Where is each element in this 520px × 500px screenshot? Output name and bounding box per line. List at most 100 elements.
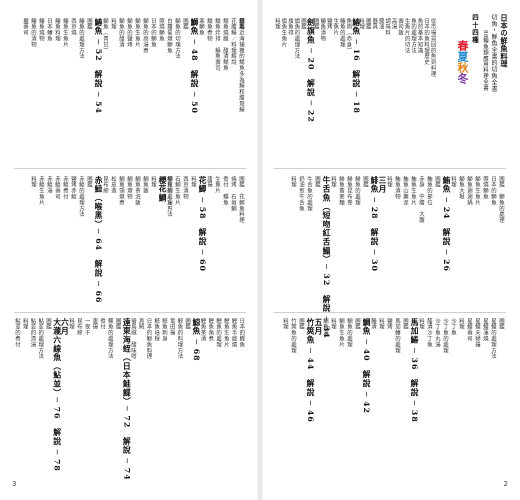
toc-subentry: 星鰻的處理方法 [490,318,496,360]
toc-entry-heading: 鰆魚 ─ 16 解說 ─ 18 [351,18,361,114]
toc-subentry: 日本的鰤魚 [490,176,496,206]
right-divider-1 [274,168,506,169]
toc-subentry: 生魚片 [332,18,339,36]
toc-subentry: 旗魚排 [286,18,293,36]
toc-entry-heading: 馬加鰆 ─ 36 解說 ─ 38 [410,318,419,423]
toc-subentry: 料理 [68,318,75,330]
toc-entry-heading: 鰤魚 ─ 48 解說 ─ 50 [190,18,199,114]
toc-subentry: 料理 [290,176,296,188]
toc-subentry: 生魚片的切法 [403,18,410,54]
toc-subentry: 燒烤 石垣鯛 [230,176,236,212]
toc-subentry: 赤鯥湯 [46,176,52,194]
toc-subentry: 料理 [458,318,464,330]
toc-subentry: 料理 [330,176,336,188]
toc-subentry: 照燒鰤魚 [482,176,488,200]
toc-subentry: 魚的處理方法 [410,18,417,54]
toc-subentry: 旗魚生魚片 [280,18,287,48]
toc-subentry: 石鯛生魚片 [174,176,180,206]
right-page-number: 2 [503,480,508,488]
toc-subentry: 西京漬物 [182,176,188,200]
toc-subentry: 生魚片 [214,176,220,194]
toc-subentry: 料理 [418,318,424,330]
toc-subentry: 旗魚的處理方法 [293,18,300,60]
toc-subentry: 從市場買回的魚到料理 [429,18,436,77]
toc-subentry: 烏賊 [137,318,144,330]
left-page: 鯖魚 圖鑑 日本近海捕獲的鯖魚多為鯖和腹斑鯖 花腹鯖／料理解說 鯖魚燒臘 醋漬鯖魚 鯖魚炸… [12,18,246,488]
toc-entry-heading: 鯨魚 ─ 68 [191,318,201,362]
toc-subentry: 鰆魚生魚片 [62,18,68,48]
toc-subentry: 料理 [150,176,156,188]
toc-subentry: 鯛魚的處理方法 [166,176,172,218]
toc-subentry: 赤鯥壽司 [54,176,60,200]
toc-subentry: 鮎並的煮付 [14,318,20,348]
toc-subentry: 鯡魚蕎麥麵 [338,176,344,206]
toc-entry-heading: 大瀧六線魚（鮎並）─ 76 解說 ─ 78 [52,318,62,472]
toc-subentry: 鰤魚大根 [458,176,464,200]
toc-subentry: 器具 [371,18,378,30]
toc-subentry: 圖鑑 [86,176,92,188]
toc-subentry: 櫻花鯛 ─ 62 [166,176,172,210]
toc-subentry: 煮付 [99,318,106,330]
toc-subentry: 花腹鯖／料理解說 [230,18,236,66]
toc-subentry: 星鰻天婦羅 [474,318,480,348]
right-band-bottom: 圖鑑 星鰻的處理方法 星鰻蒲燒 星鰻天婦羅 星鰻壽司 料理 沙丁魚 沙丁魚的處理 沙丁魚丸湯 醋漬… [274,318,506,468]
toc-subentry: 調味料 [384,18,391,36]
season-autumn: 秋 [456,62,469,73]
toc-subentry: 圖鑑 [299,18,306,30]
toc-subentry: 鯖魚燒臘 醋漬鯖魚 [222,18,228,72]
toc-subentry: 料理 [378,318,384,330]
toc-subentry: 料理 [274,18,280,30]
season-winter: 冬 [456,73,469,84]
toc-subentry: 日本的魚料理歷史 [423,18,430,66]
toc-subentry: 料理 [330,318,336,330]
toc-entry-heading: 櫻花鯛 [158,176,167,203]
toc-subentry: 鮪魚生魚片 [410,176,416,206]
toc-subentry: 料理 [21,318,28,330]
right-band-top: 從市場買回的魚到料理 日本的魚料理歷史 魚的基本知識 魚的處理方法 生魚片的切法 壽司飯高… [274,18,450,163]
toc-subentry: 鮪魚山藥泥 [402,176,408,206]
toc-subentry: 松皮造 [110,176,116,194]
toc-entry-heading: 鯛魚 ─ 40 解說 ─ 42 [362,318,371,414]
toc-subentry: 鮎並的處理方法 [37,318,44,360]
toc-subentry: 牛舌魚的處理 [306,176,312,212]
toc-subentry: 料理 [386,176,392,188]
toc-subentry: 鹽烤赤鯥 [70,176,76,200]
toc-subentry: 圖鑑 [86,18,92,30]
left-divider-2 [14,312,246,313]
toc-subentry: 鯨魚的料理方法 [176,318,183,360]
toc-subentry: 醋漬沙丁魚 [426,318,432,348]
toc-subentry: 赤身 中腹 大腹 [418,176,424,224]
toc-entry-heading: 牛舌魚（短吻紅舌鰨）─ 32 解說 ─ 34 [322,176,331,339]
toc-subentry: 圖鑑 [314,176,320,188]
toc-entry-heading: 鰆魚 ─ 52 解說 ─ 54 [94,18,103,114]
toc-subentry: 唐揚 [206,176,212,188]
toc-subentry: 赤鯥的處理方法 [78,176,84,218]
toc-subentry: 鯖魚煮物 [206,18,212,42]
toc-subentry: 西京燒 [70,18,76,36]
toc-subentry: 鰆魚的漬物 [30,18,36,48]
season-tags: 春夏秋冬 [456,40,469,84]
toc-subentry: 鯛魚的處理 [346,318,352,348]
toc-subentry: 昆布締 [75,318,82,336]
toc-subentry: 奶油煎牛舌魚 [298,176,304,212]
toc-subentry: 鰹魚半敲燒 [230,318,237,348]
toc-entry-heading: 花鯽 ─ 58 解說 ─ 60 [198,176,207,272]
toc-subentry: 鯛魚飯 [142,176,148,194]
book-subtitle: 88種魚類應用料理全書 [482,30,488,91]
toc-subentry: 鰤魚涮涮鍋 [466,176,472,206]
toc-subentry: 鯛魚頭燉煮 [118,176,124,206]
toc-entry-heading: 三月 [378,176,387,194]
toc-entry-heading: 竹筴魚 ─ 44 解說 ─ 46 [306,318,315,423]
toc-subentry: 圖鑑 [312,18,319,30]
toc-subentry: 螢烏賊 醋味噌 [130,318,136,360]
toc-subentry: 白蘿蔔燉鰤魚 [166,18,172,54]
toc-subentry: 鰹魚角煮 [207,318,214,342]
toc-subentry: 醬油 [377,18,384,30]
toc-entry-heading: 劍旗魚 ─ 20 解說 ─ 22 [306,18,316,123]
toc-subentry: 鯛魚茶泡飯 [134,176,140,206]
left-page-number: 3 [12,480,17,488]
toc-subentry: 壽司飯 [397,18,404,36]
left-band-middle: 圖鑑 花鯽魚料理 燒烤 石垣鯛 煮付 鰈魚 生魚片 唐揚 花鯽 ─ 58 解說 ─ 60 料… [14,176,246,306]
toc-subentry: 鮪魚漬物 [394,176,400,200]
toc-subentry: 煮付 鰈魚 [222,176,228,206]
